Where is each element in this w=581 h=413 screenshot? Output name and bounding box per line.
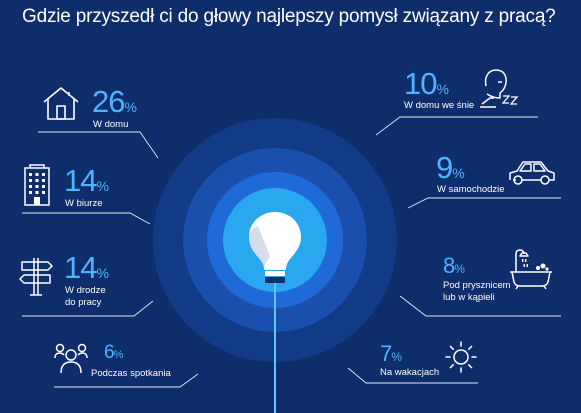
signpost-icon	[19, 258, 53, 296]
percent-symbol: %	[124, 99, 137, 115]
stat-number: 10	[404, 66, 437, 101]
percent-symbol: %	[113, 349, 124, 361]
stat-label-office: W biurze	[65, 198, 103, 209]
stat-number: 9	[436, 150, 453, 185]
stat-number: 14	[64, 250, 97, 285]
stat-value-commute: 14%	[64, 252, 109, 289]
connector-right-2	[407, 197, 561, 209]
connector-right-4	[347, 367, 478, 384]
percent-symbol: %	[436, 81, 449, 97]
stat-value-home: 26%	[92, 86, 137, 123]
stat-number: 26	[92, 84, 125, 119]
stat-number: 14	[64, 163, 97, 198]
connector-left-2	[22, 212, 151, 225]
stat-value-meeting: 6%	[104, 342, 123, 366]
connector-right-3	[399, 295, 561, 317]
stat-label-home: W domu	[93, 119, 129, 130]
stat-value-office: 14%	[64, 165, 109, 202]
percent-symbol: %	[452, 165, 465, 181]
percent-symbol: %	[96, 265, 109, 281]
stat-number: 8	[443, 253, 455, 278]
page-title: Gdzie przyszedł ci do głowy najlepszy po…	[22, 6, 556, 27]
meeting-people-icon	[54, 343, 88, 374]
house-icon	[43, 87, 79, 120]
connector-left-4	[54, 373, 199, 388]
stat-value-shower: 8%	[443, 254, 465, 281]
stat-number: 6	[104, 342, 115, 363]
stat-label-shower: Pod prysznicem lub w kąpieli	[443, 280, 511, 303]
stat-value-car: 9%	[436, 152, 465, 189]
sun-icon	[445, 341, 477, 373]
percent-symbol: %	[96, 178, 109, 194]
stat-label-sleep: W domu we śnie	[404, 100, 475, 111]
connector-lines	[22, 116, 561, 388]
connector-right-1	[375, 116, 538, 136]
stat-label-vacation: Na wakacjach	[380, 367, 440, 378]
office-building-icon	[24, 164, 50, 206]
bathtub-shower-icon	[510, 249, 552, 290]
connector-left-3	[22, 300, 154, 317]
stat-label-commute: W drodze do pracy	[65, 285, 106, 308]
lightbulb-icon	[249, 212, 301, 283]
sleeping-person-icon	[480, 69, 519, 108]
stat-number: 7	[380, 341, 392, 366]
percent-symbol: %	[454, 262, 465, 276]
connector-left-1	[38, 131, 159, 159]
stat-label-car: W samochodzie	[437, 184, 505, 195]
car-icon	[509, 161, 555, 185]
stat-value-vacation: 7%	[380, 342, 402, 369]
stat-value-sleep: 10%	[404, 68, 449, 105]
percent-symbol: %	[391, 350, 402, 364]
stat-label-meeting: Podczas spotkania	[91, 368, 171, 379]
